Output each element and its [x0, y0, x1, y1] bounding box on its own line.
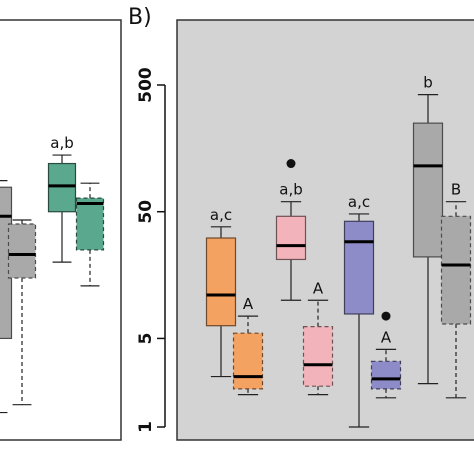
panel-b-box-3-iqr: [302, 325, 334, 387]
panel-b-box-6-letters: b: [423, 74, 433, 92]
panel-a-box-1: [7, 219, 37, 406]
panel-b-box-5-iqr: [370, 360, 402, 390]
panel-b-box-1-iqr: [232, 332, 264, 390]
panel-b-box-6-iqr: [412, 122, 444, 258]
panel-b: B) 1 5 50 500 a,c Aa,b Aa,c Ab B: [128, 5, 474, 441]
panel-a-box-3: [75, 182, 105, 287]
panel-b-box-5-outlier-0: [381, 311, 391, 321]
panel-b-box-1: A: [232, 295, 264, 396]
panel-b-box-2-iqr: [275, 215, 307, 261]
panel-b-box-4-iqr: [343, 220, 375, 315]
panel-b-box-1-letters: A: [243, 295, 254, 313]
panel-a-box-2-iqr: [47, 162, 77, 213]
panel-b-box-2-outlier-0: [286, 159, 296, 169]
panel-a-box-3-iqr: [75, 197, 105, 251]
panel-b-box-3: A: [302, 279, 334, 396]
y-tick-label-5: 5: [136, 333, 156, 345]
y-tick-label-500: 500: [136, 67, 156, 103]
panel-b-box-0-letters: a,c: [210, 206, 232, 224]
panel-b-box-2: a,b: [275, 159, 307, 301]
panel-b-box-5-letters: A: [381, 328, 392, 346]
y-axis: 1 5 50 500: [136, 67, 165, 433]
panel-b-box-7-letters: B: [451, 181, 461, 199]
y-tick-label-50: 50: [136, 200, 156, 224]
panel-b-box-0-iqr: [205, 237, 237, 327]
panel-a-box-2-letters: a,b: [50, 134, 73, 152]
panel-a: a,b: [0, 19, 122, 441]
panel-b-box-3-letters: A: [313, 279, 324, 297]
panel-b-box-7-iqr: [440, 215, 472, 325]
y-tick-label-1: 1: [136, 421, 156, 433]
panel-a-box-2: a,b: [47, 134, 77, 263]
panel-b-box-6: b: [412, 74, 444, 385]
panel-b-box-0: a,c: [205, 206, 237, 378]
panel-b-box-7: B: [440, 181, 472, 399]
panel-a-boxes: a,b: [0, 134, 105, 414]
panel-b-box-4: a,c: [343, 193, 375, 428]
panel-b-label: B): [128, 5, 152, 30]
panel-b-boxes: a,c Aa,b Aa,c Ab B: [205, 74, 472, 428]
panel-b-box-5: A: [370, 311, 402, 399]
panel-b-box-4-letters: a,c: [348, 193, 370, 211]
panel-a-box-1-iqr: [7, 223, 37, 279]
panel-b-box-2-letters: a,b: [279, 181, 302, 199]
